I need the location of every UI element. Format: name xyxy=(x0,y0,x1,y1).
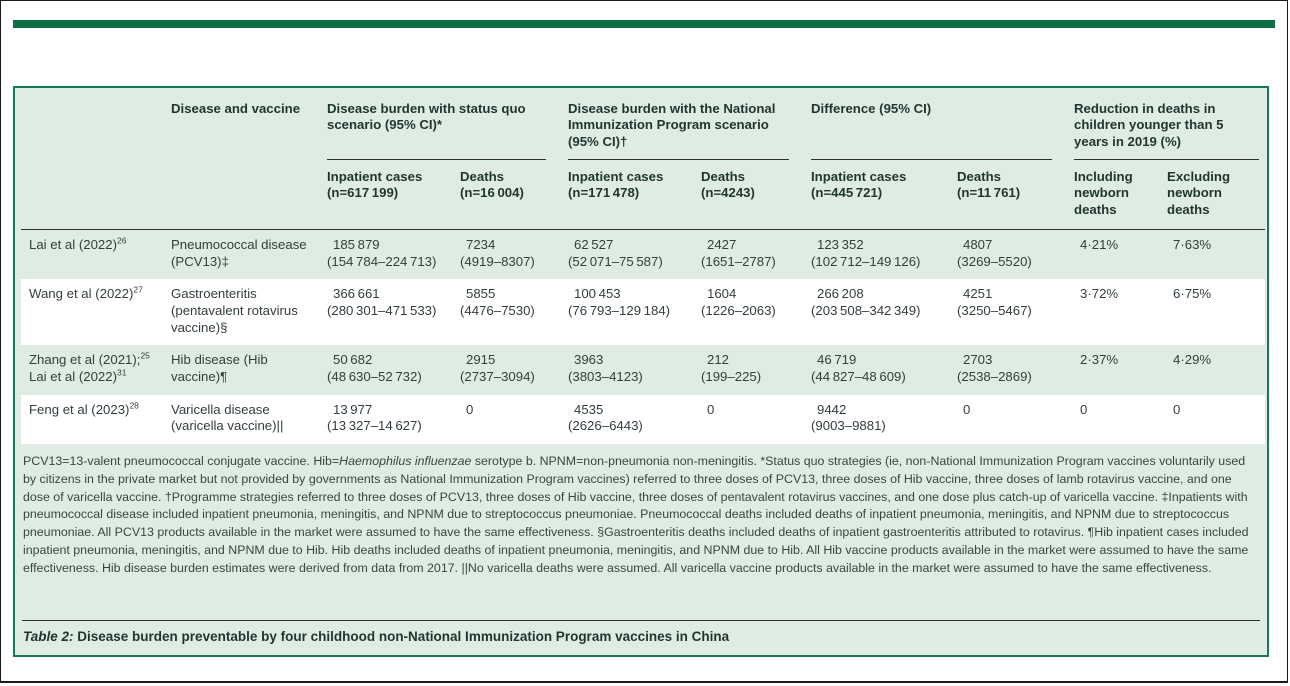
subheader-inpatient-difference: Inpatient cases (n=445 721) xyxy=(811,160,958,231)
study-cell: Zhang et al (2021);25 Lai et al (2022)31 xyxy=(29,350,150,384)
reference-superscript: 31 xyxy=(116,367,127,378)
table-row-hib: Zhang et al (2021);25 Lai et al (2022)31… xyxy=(21,345,1265,394)
table-row-pneumococcal: Lai et al (2022)26 Pneumococcal disease … xyxy=(21,230,1265,280)
cell-reduction-excluding: 7·63% xyxy=(1173,237,1212,253)
disease-burden-table: Disease and vaccine Disease burden with … xyxy=(21,88,1266,444)
subheader-n: (n=16 004) xyxy=(460,185,524,201)
cell-deaths-difference: 2703 (2538–2869) xyxy=(957,352,1032,384)
lancet-top-rule xyxy=(13,20,1275,28)
subheader-line: Excluding newborn deaths xyxy=(1167,169,1231,217)
cell-inpatient-statusquo: 13 977 (13 327–14 627) xyxy=(327,401,422,434)
cell-inpatient-nip: 100 453 (76 793–129 184) xyxy=(568,286,671,319)
cell-deaths-statusquo: 7234 (4919–8307) xyxy=(460,237,535,269)
cell-inpatient-statusquo: 366 661 (280 301–471 533) xyxy=(327,286,437,319)
cell-inpatient-nip: 4535 (2626–6443) xyxy=(568,401,643,434)
cell-deaths-nip: 1604 (1226–2063) xyxy=(701,286,776,319)
cell-inpatient-difference: 266 208 (203 508–342 349) xyxy=(811,286,921,319)
reference-superscript: 25 xyxy=(140,350,150,361)
cell-deaths-statusquo: 2915 (2737–3094) xyxy=(460,352,535,384)
cell-inpatient-statusquo: 185 879 (154 784–224 713) xyxy=(327,237,437,269)
disease-cell: Pneumococcal disease (PCV13)‡ xyxy=(171,237,307,269)
group-header-nip-scenario: Disease burden with the National Immuniz… xyxy=(568,88,811,161)
footnote-post: serotype b. NPNM=non-pneumonia non-menin… xyxy=(23,453,1249,575)
subheader-n: (n=11 761) xyxy=(957,185,1021,201)
subheader-deaths-statusquo: Deaths (n=16 004) xyxy=(460,160,568,231)
cell-deaths-nip: 2427 (1651–2787) xyxy=(701,237,776,269)
group-header-status-quo: Disease burden with status quo scenario … xyxy=(327,88,568,161)
caption-label: Table 2: xyxy=(23,629,74,644)
cell-reduction-including: 3·72% xyxy=(1080,286,1119,302)
reference-superscript: 27 xyxy=(133,285,143,296)
corner-cell xyxy=(21,88,171,231)
cell-reduction-excluding: 4·29% xyxy=(1173,352,1212,368)
subheader-line: Deaths xyxy=(701,169,745,185)
table-panel: Disease and vaccine Disease burden with … xyxy=(13,86,1269,657)
disease-cell: Hib disease (Hib vaccine)¶ xyxy=(171,352,268,384)
subheader-deaths-nip: Deaths (n=4243) xyxy=(701,160,812,231)
subheader-including-newborn: Including newborn deaths xyxy=(1074,160,1168,231)
cell-reduction-excluding: 6·75% xyxy=(1173,286,1212,302)
subheader-line: Inpatient cases xyxy=(327,169,423,185)
cell-reduction-including: 0 xyxy=(1080,401,1088,417)
subheader-n: (n=171 478) xyxy=(568,185,640,201)
subheader-n: (n=445 721) xyxy=(811,185,883,201)
cell-deaths-statusquo: 5855 (4476–7530) xyxy=(460,286,535,319)
cell-deaths-statusquo: 0 xyxy=(466,401,474,417)
cell-reduction-including: 4·21% xyxy=(1080,237,1119,253)
footnote-species-italic: Haemophilus influenzae xyxy=(339,453,472,468)
disease-cell: Gastroenteritis (pentavalent rotavirus v… xyxy=(171,286,298,335)
table-footnote: PCV13=13-valent pneumococcal conjugate v… xyxy=(15,444,1267,578)
subheader-line: Deaths xyxy=(957,169,1001,185)
group-header-row: Disease and vaccine Disease burden with … xyxy=(21,88,1265,231)
subheader-deaths-difference: Deaths (n=11 761) xyxy=(957,160,1075,231)
cell-deaths-difference: 4251 (3250–5467) xyxy=(957,286,1032,319)
cell-reduction-including: 2·37% xyxy=(1080,352,1119,368)
cell-deaths-difference: 4807 (3269–5520) xyxy=(957,237,1032,269)
subheader-excluding-newborn: Excluding newborn deaths xyxy=(1167,160,1266,231)
group-header-reduction: Reduction in deaths in children younger … xyxy=(1074,88,1265,161)
caption-text: Disease burden preventable by four child… xyxy=(73,629,730,644)
subheader-n: (n=4243) xyxy=(701,185,755,201)
study-cell: Wang et al (2022)27 xyxy=(29,285,143,302)
subheader-line: Inpatient cases xyxy=(568,169,664,185)
reference-superscript: 28 xyxy=(129,400,139,411)
reference-superscript: 26 xyxy=(116,235,127,246)
cell-deaths-nip: 0 xyxy=(707,401,715,417)
table-wrap: Disease and vaccine Disease burden with … xyxy=(15,88,1267,444)
group-header-difference: Difference (95% CI) xyxy=(811,88,1074,161)
cell-inpatient-nip: 62 527 (52 071–75 587) xyxy=(568,237,663,269)
table-caption: Table 2: Disease burden preventable by f… xyxy=(22,620,1260,655)
cell-inpatient-difference: 46 719 (44 827–48 609) xyxy=(811,352,906,384)
subheader-inpatient-statusquo: Inpatient cases (n=617 199) xyxy=(327,160,460,231)
table-row-varicella: Feng et al (2023)28 Varicella disease (v… xyxy=(21,394,1266,444)
study-cell: Lai et al (2022)26 xyxy=(29,235,127,253)
footnote-pre: PCV13=13-valent pneumococcal conjugate v… xyxy=(23,453,340,468)
subheader-line: Including newborn deaths xyxy=(1074,169,1133,217)
subheader-inpatient-nip: Inpatient cases (n=171 478) xyxy=(568,160,701,231)
subheader-n: (n=617 199) xyxy=(327,185,399,201)
col-header-disease-and-vaccine: Disease and vaccine xyxy=(171,88,327,231)
cell-inpatient-difference: 123 352 (102 712–149 126) xyxy=(811,237,921,269)
cell-deaths-difference: 0 xyxy=(963,401,971,417)
disease-cell: Varicella disease (varicella vaccine)|| xyxy=(171,401,284,434)
table-row-gastroenteritis: Wang et al (2022)27 Gastroenteritis (pen… xyxy=(21,279,1266,346)
subheader-line: Deaths xyxy=(460,169,504,185)
cell-reduction-excluding: 0 xyxy=(1173,401,1181,417)
cell-inpatient-difference: 9442 (9003–9881) xyxy=(811,401,886,434)
cell-inpatient-statusquo: 50 682 (48 630–52 732) xyxy=(327,352,422,384)
subheader-line: Inpatient cases xyxy=(811,169,907,185)
cell-deaths-nip: 212 (199–225) xyxy=(701,352,762,384)
study-cell: Feng et al (2023)28 xyxy=(29,400,139,417)
cell-inpatient-nip: 3963 (3803–4123) xyxy=(568,352,643,384)
sub-header-row: Inpatient cases (n=617 199) Deaths (n=16… xyxy=(21,160,1266,231)
